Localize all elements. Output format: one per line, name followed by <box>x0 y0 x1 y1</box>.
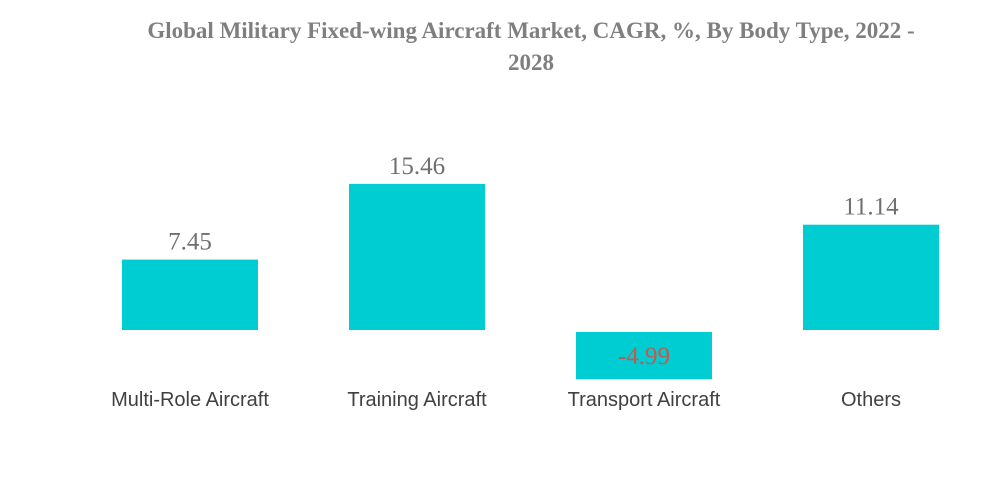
value-label-training-aircraft: 15.46 <box>389 153 445 180</box>
category-label-others: Others <box>841 389 901 411</box>
category-label-group: Multi-Role Aircraft Training Aircraft Tran… <box>111 389 901 411</box>
bar-group <box>122 183 939 380</box>
value-label-transport-aircraft: -4.99 <box>618 343 670 370</box>
bar-training-aircraft <box>349 183 485 330</box>
category-label-transport-aircraft: Transport Aircraft <box>568 389 721 411</box>
category-label-training-aircraft: Training Aircraft <box>347 389 487 411</box>
value-label-multi-role-aircraft: 7.45 <box>168 229 212 256</box>
category-label-multi-role-aircraft: Multi-Role Aircraft <box>111 389 269 411</box>
bar-transport-aircraft <box>576 332 712 380</box>
bar-others <box>803 224 939 330</box>
value-label-group: 7.45 15.46 -4.99 11.14 <box>168 153 899 370</box>
chart-title-line-1: Global Military Fixed-wing Aircraft Mark… <box>147 18 914 43</box>
chart-title-line-2: 2028 <box>508 50 554 75</box>
bar-multi-role-aircraft <box>122 259 258 330</box>
value-label-others: 11.14 <box>843 194 899 221</box>
